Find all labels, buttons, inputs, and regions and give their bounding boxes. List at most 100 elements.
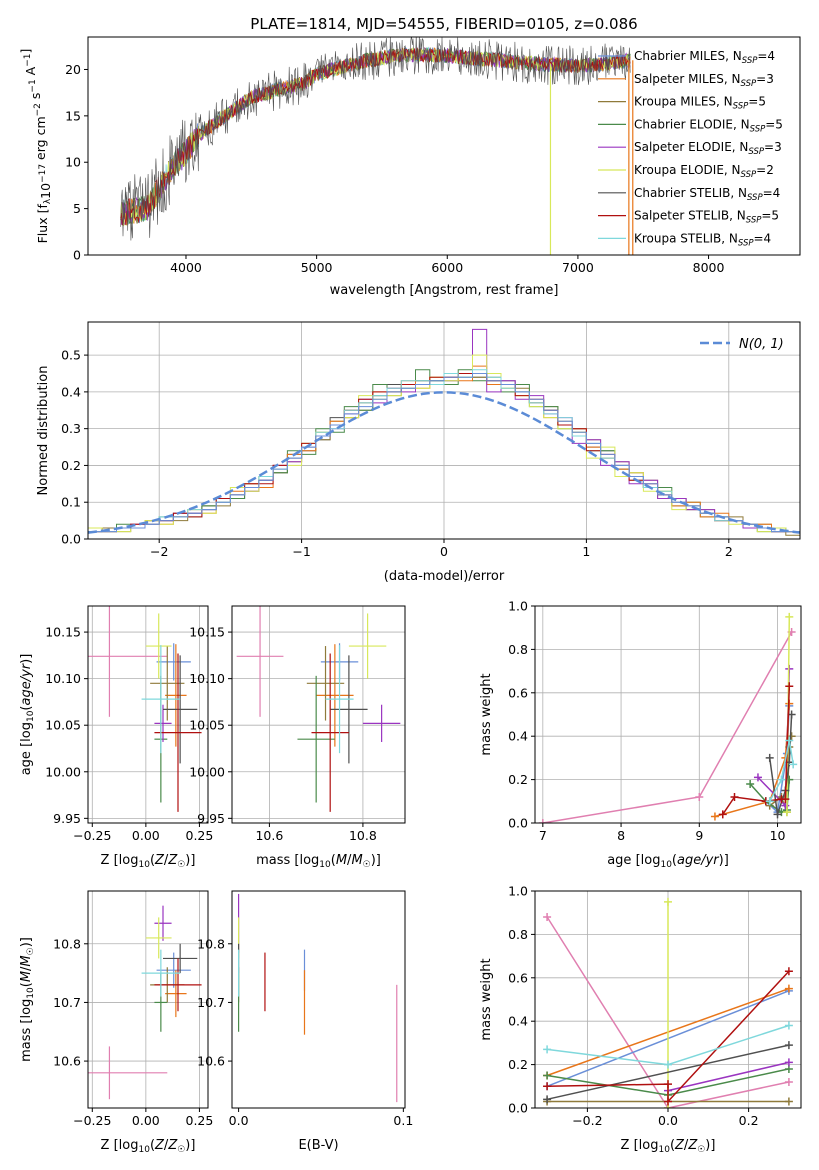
x-axis-label-part: Z (154, 853, 165, 868)
y-axis-label-part: ] (18, 49, 33, 54)
y-tick-label: 10.6 (197, 1054, 225, 1069)
y-tick-label: 10.8 (197, 936, 225, 951)
axes: 0.0 0.1 10.6 10.7 10.8 E(B-V) (197, 890, 413, 1153)
y-tick-label: 10.7 (197, 995, 225, 1010)
x-tick-label: −0.25 (73, 828, 111, 843)
legend-value: =5 (765, 117, 783, 131)
x-tick-label: 0.25 (186, 828, 214, 843)
mass-weight-marker (785, 736, 794, 745)
y-axis-label-part: )] (19, 654, 34, 664)
y-tick-label: 0.4 (508, 729, 528, 744)
y-tick-label: 0.8 (508, 642, 528, 657)
x-axis-label-part: age [log (607, 853, 660, 868)
errorbar-point (325, 645, 354, 754)
x-axis-label-part: 10 (319, 860, 331, 870)
legend-subscript: SSP (742, 56, 758, 66)
y-axis-label-part: / (19, 966, 34, 971)
legend-entry: Chabrier STELIB, NSSP=4 (634, 186, 780, 203)
errorbar-point (145, 917, 172, 959)
mass-weight-marker (765, 797, 774, 806)
x-axis-label: age [log10(age/yr)] (607, 853, 729, 870)
x-tick-label: 0.0 (229, 1113, 249, 1128)
x-axis-label: mass [log10(M/M☉)] (256, 853, 381, 870)
mass-weight-line (546, 1044, 790, 1101)
legend-entry: Chabrier MILES, NSSP=4 (634, 49, 775, 66)
mass-weight-marker (543, 1071, 552, 1080)
y-tick-label: 10.7 (53, 995, 81, 1010)
x-axis-label-part: )] (719, 853, 729, 868)
legend: N(0, 1) (700, 337, 784, 352)
x-axis-label-part: ☉ (177, 860, 185, 870)
y-tick-label: 0.2 (508, 772, 528, 787)
spectrum-panel: 4000 5000 6000 7000 8000 0 5 10 15 20 wavelength [… (18, 36, 801, 298)
errorbar-point (88, 1046, 168, 1100)
axes-frame (87, 36, 801, 256)
x-tick-label: 7 (539, 828, 547, 843)
y-tick-label: 0.2 (61, 458, 81, 473)
y-tick-label: 0.5 (61, 348, 81, 363)
x-axis-label: Z [log10(Z/Z☉)] (621, 1138, 716, 1155)
x-tick-label: −1 (292, 544, 310, 559)
y-axis-label-part: ( (19, 982, 34, 987)
y-tick-label: 9.95 (197, 811, 225, 826)
mass-weight-marker (664, 1097, 672, 1106)
errorbar-point (311, 653, 349, 812)
x-tick-label: 9 (695, 828, 703, 843)
y-axis-label-part: ( (19, 706, 34, 711)
x-axis-label-part: mass [log (256, 853, 319, 868)
x-axis-label-part: ☉ (177, 1145, 185, 1155)
y-tick-label: 0.4 (508, 1014, 528, 1029)
legend-subscript: SSP (747, 193, 763, 203)
x-tick-label: −0.25 (73, 1113, 111, 1128)
y-tick-label: 5 (73, 201, 81, 216)
mass-weight-marker (753, 773, 762, 782)
x-axis-label-part: 10 (658, 1145, 670, 1155)
mass-weight-marker (784, 984, 793, 993)
x-axis-label: Z [log10(Z/Z☉)] (101, 853, 196, 870)
x-tick-label: 4000 (170, 260, 202, 275)
x-tick-label: 0.0 (658, 1113, 678, 1128)
legend-subscript: SSP (738, 238, 754, 248)
errorbar-point (362, 704, 401, 742)
y-axis-label: mass [log10(M/M☉)] (19, 937, 36, 1062)
spectrum-model-line (120, 47, 631, 226)
y-axis-label-part: ☉ (26, 947, 36, 955)
mass-weight-line (769, 740, 794, 802)
errorbar-point (163, 655, 198, 764)
y-tick-label: 10 (65, 155, 81, 170)
y-tick-label: 0.8 (508, 927, 528, 942)
mass-weight-marker (664, 897, 672, 906)
axes-frame (87, 605, 209, 824)
y-tick-label: 10.15 (45, 625, 81, 640)
y-axis-label: mass weight (479, 958, 494, 1040)
y-tick-label: 10.10 (45, 671, 81, 686)
y-axis-label-part: M (19, 971, 34, 982)
errorbar-point (330, 655, 368, 764)
plot-background (88, 891, 208, 1108)
mass-weight-marker (773, 810, 782, 819)
legend-subscript: SSP (741, 170, 757, 180)
mass-weight-line (722, 686, 791, 815)
y-tick-label: 0.3 (61, 421, 81, 436)
x-axis-label-part: ( (150, 1138, 155, 1153)
x-axis-label-part: )] (185, 853, 195, 868)
plot-background (88, 37, 800, 255)
marks (543, 897, 793, 1108)
y-tick-label: 10.6 (53, 1054, 81, 1069)
y-tick-label: 1.0 (508, 599, 528, 614)
mass-weight-marker (784, 1097, 793, 1106)
residuals-panel: −2 −1 0 1 2 0.0 0.1 0.2 0.3 0.4 0.5 (data-model)/er… (36, 321, 801, 584)
y-tick-label: 10.05 (45, 718, 81, 733)
legend-subscript: SSP (741, 79, 757, 89)
legend-value: =4 (757, 49, 775, 63)
x-axis-label-part: Z [log (101, 853, 139, 868)
y-axis-label-part: 10 (26, 710, 36, 722)
legend-entry: Salpeter STELIB, NSSP=5 (634, 209, 779, 226)
mass-weight-marker (543, 1082, 552, 1091)
mass-weight-marker (543, 1095, 552, 1104)
y-tick-label: 1.0 (508, 884, 528, 899)
x-tick-label: 10.8 (349, 828, 377, 843)
axes: 4000 5000 6000 7000 8000 0 5 10 15 20 wavelength [… (18, 36, 801, 298)
